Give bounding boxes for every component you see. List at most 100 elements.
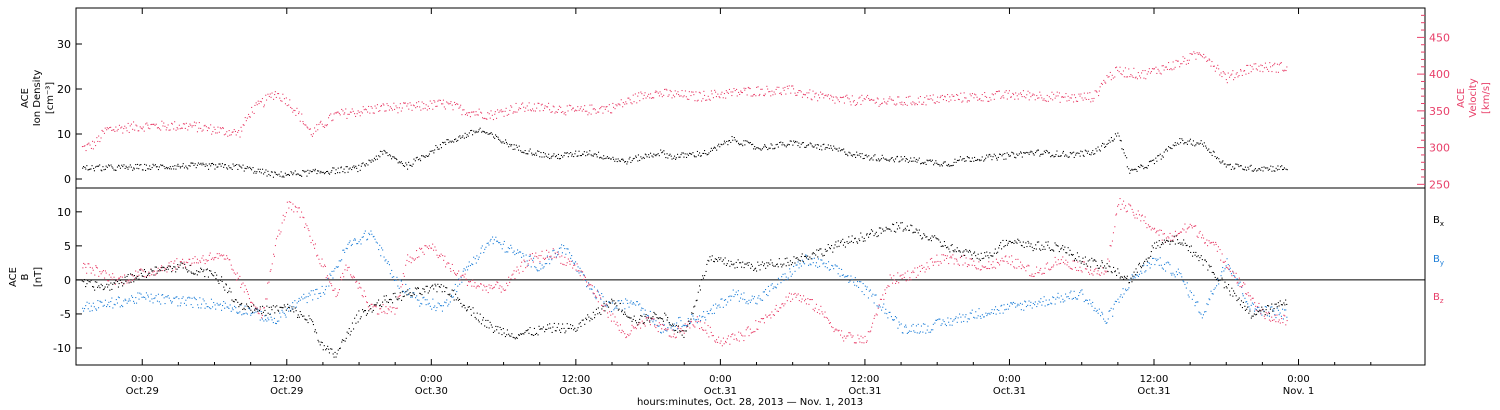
- bz-point: [1125, 205, 1127, 207]
- density-point: [387, 155, 389, 157]
- bx-point: [341, 339, 343, 341]
- velocity-point: [534, 110, 536, 112]
- by-point: [643, 313, 645, 315]
- by-point: [139, 292, 141, 294]
- bz-point: [680, 328, 682, 330]
- by-point: [1054, 303, 1056, 305]
- velocity-point: [239, 136, 241, 138]
- bz-point: [564, 256, 566, 258]
- velocity-point: [638, 92, 640, 94]
- velocity-point: [743, 87, 745, 89]
- bz-point: [307, 228, 309, 230]
- by-point: [1112, 308, 1114, 310]
- bz-point: [108, 280, 110, 282]
- by-point: [497, 240, 499, 242]
- by-point: [235, 307, 237, 309]
- density-point: [758, 148, 760, 150]
- bz-point: [721, 345, 723, 347]
- by-point: [771, 283, 773, 285]
- by-point: [960, 316, 962, 318]
- density-point: [612, 156, 614, 158]
- bz-point: [850, 334, 852, 336]
- bx-point: [539, 328, 541, 330]
- bz-point: [855, 342, 857, 344]
- density-point: [182, 165, 184, 167]
- by-point: [336, 266, 338, 268]
- bz-point: [281, 222, 283, 224]
- density-point: [1222, 160, 1224, 162]
- velocity-point: [1059, 101, 1061, 103]
- velocity-point: [1286, 66, 1288, 68]
- bz-point: [648, 320, 650, 322]
- velocity-point: [355, 115, 357, 117]
- bz-point: [898, 282, 900, 284]
- bz-point: [1242, 285, 1244, 287]
- bx-point: [161, 267, 163, 269]
- bx-point: [119, 279, 121, 281]
- bz-point: [157, 267, 159, 269]
- velocity-point: [174, 121, 176, 123]
- density-point: [133, 167, 135, 169]
- by-point: [472, 264, 474, 266]
- velocity-point: [1068, 99, 1070, 101]
- bz-point: [970, 258, 972, 260]
- by-point: [97, 300, 99, 302]
- bz-point: [1105, 271, 1107, 273]
- velocity-point: [710, 90, 712, 92]
- by-point: [369, 234, 371, 236]
- density-tick-label: 10: [57, 128, 71, 141]
- bz-point: [366, 301, 368, 303]
- density-point: [1008, 155, 1010, 157]
- density-point: [1242, 168, 1244, 170]
- velocity-point: [512, 112, 514, 114]
- density-point: [1174, 142, 1176, 144]
- density-point: [218, 163, 220, 165]
- velocity-point: [125, 127, 127, 129]
- bz-point: [148, 271, 150, 273]
- density-point: [379, 150, 381, 152]
- density-point: [927, 160, 929, 162]
- bz-point: [1215, 241, 1217, 243]
- bz-point: [1245, 293, 1247, 295]
- velocity-point: [890, 98, 892, 100]
- density-point: [743, 140, 745, 142]
- by-point: [763, 291, 765, 293]
- bz-point: [610, 314, 612, 316]
- velocity-point: [974, 93, 976, 95]
- bx-point: [337, 349, 339, 351]
- velocity-point: [1271, 71, 1273, 73]
- density-point: [392, 156, 394, 158]
- velocity-point: [1124, 67, 1126, 69]
- by-point: [1001, 304, 1003, 306]
- bx-point: [190, 271, 192, 273]
- by-point: [299, 299, 301, 301]
- by-point: [1271, 306, 1273, 308]
- density-point: [744, 144, 746, 146]
- density-point: [665, 157, 667, 159]
- velocity-point: [289, 99, 291, 101]
- density-point: [1117, 132, 1119, 134]
- by-point: [135, 297, 137, 299]
- by-point: [175, 296, 177, 298]
- bz-point: [1028, 265, 1030, 267]
- bx-point: [578, 323, 580, 325]
- velocity-point: [509, 109, 511, 111]
- bx-point: [488, 327, 490, 329]
- velocity-point: [523, 106, 525, 108]
- bz-point: [382, 304, 384, 306]
- bz-point: [1003, 260, 1005, 262]
- by-point: [375, 241, 377, 243]
- velocity-point: [1211, 61, 1213, 63]
- density-point: [929, 159, 931, 161]
- density-point: [1033, 154, 1035, 156]
- by-point: [427, 303, 429, 305]
- bz-point: [1212, 241, 1214, 243]
- by-point: [1050, 302, 1052, 304]
- density-point: [1237, 164, 1239, 166]
- density-point: [488, 133, 490, 135]
- velocity-point: [731, 95, 733, 97]
- density-point: [732, 139, 734, 141]
- bx-point: [150, 268, 152, 270]
- velocity-point: [373, 112, 375, 114]
- density-point: [1146, 167, 1148, 169]
